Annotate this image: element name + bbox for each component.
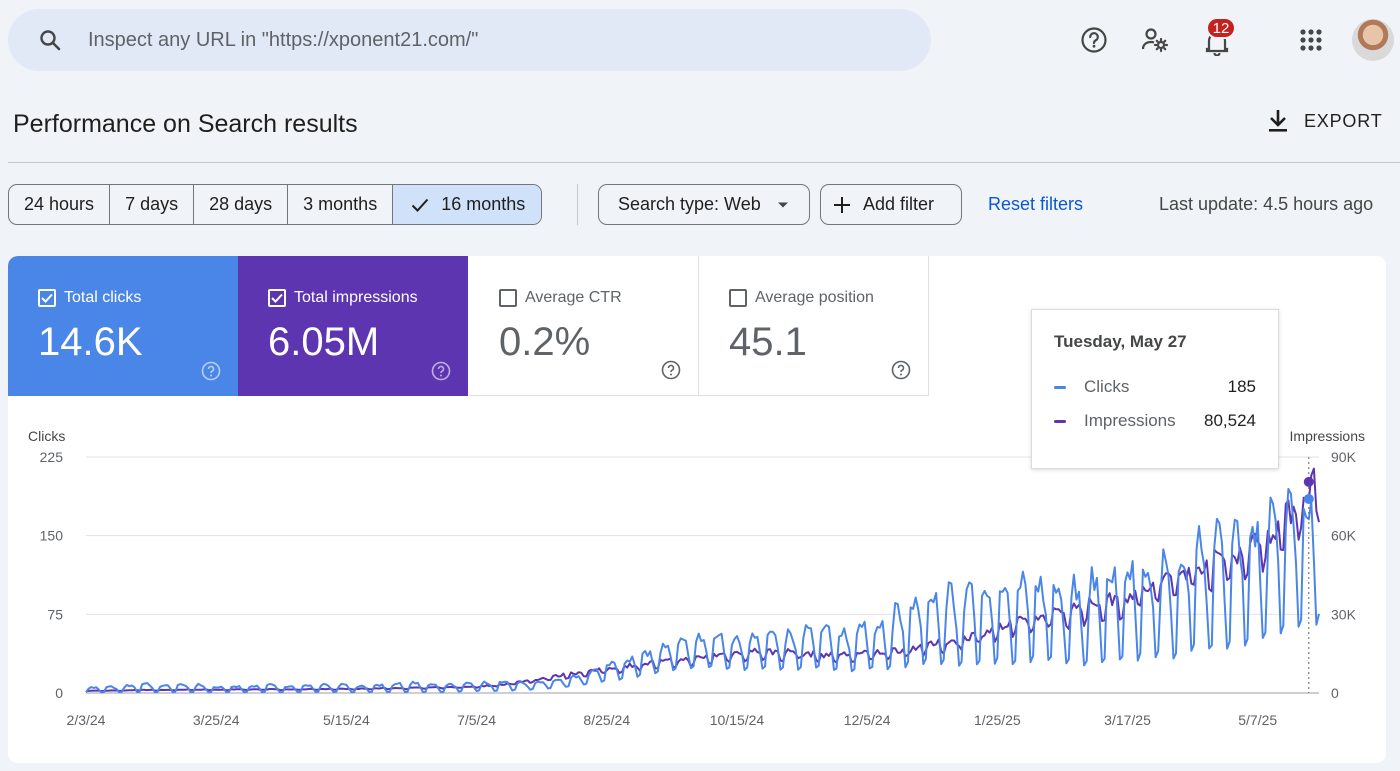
- add-filter-label: Add filter: [863, 194, 935, 214]
- range-24-hours[interactable]: 24 hours: [9, 185, 111, 224]
- x-tick-label: 3/25/24: [193, 712, 240, 728]
- checkbox-unchecked-icon[interactable]: [729, 289, 747, 307]
- tooltip-series-value: 185: [1227, 377, 1256, 396]
- metric-average-ctr[interactable]: Average CTR 0.2%: [469, 256, 699, 396]
- checkbox-unchecked-icon[interactable]: [499, 289, 517, 307]
- apps-grid-icon[interactable]: [1296, 25, 1326, 55]
- account-avatar[interactable]: [1352, 19, 1394, 61]
- tooltip-series-value: 80,524: [1204, 411, 1256, 430]
- tooltip-row-impressions: Impressions 80,524: [1054, 398, 1256, 444]
- search-icon: [40, 30, 61, 51]
- y-tick-label-right: 30K: [1331, 606, 1357, 622]
- y-tick-label-left: 0: [55, 685, 63, 701]
- range-16-months-label: 16 months: [441, 194, 526, 214]
- metric-label: Total clicks: [64, 289, 142, 306]
- x-tick-label: 10/15/24: [710, 712, 765, 728]
- help-icon[interactable]: [661, 360, 681, 380]
- metric-label: Average CTR: [525, 289, 622, 306]
- impressions-highlight-point: [1303, 476, 1314, 487]
- url-inspection-search[interactable]: [8, 9, 931, 71]
- x-tick-label: 12/5/24: [844, 712, 891, 728]
- notification-count-badge: 12: [1206, 17, 1236, 39]
- last-update-text: Last update: 4.5 hours ago: [1159, 194, 1374, 214]
- help-icon[interactable]: [201, 361, 221, 381]
- legend-swatch: [1054, 385, 1066, 389]
- y-tick-label-left: 75: [47, 606, 63, 622]
- page-title: Performance on Search results: [13, 110, 358, 138]
- export-label: EXPORT: [1304, 110, 1383, 131]
- reset-filters-link[interactable]: Reset filters: [988, 194, 1084, 214]
- search-type-label: Search type: Web: [618, 194, 761, 214]
- metric-value: 0.2%: [499, 320, 591, 364]
- x-tick-label: 3/17/25: [1104, 712, 1151, 728]
- metric-label: Total impressions: [294, 289, 418, 306]
- clicks-highlight-point: [1303, 493, 1314, 504]
- help-icon[interactable]: [431, 361, 451, 381]
- metric-total-impressions[interactable]: Total impressions 6.05M: [238, 256, 468, 396]
- range-28-days[interactable]: 28 days: [194, 185, 289, 224]
- y-tick-label-right: 0: [1331, 685, 1339, 701]
- checkbox-checked-icon[interactable]: [268, 289, 286, 307]
- filter-divider: [577, 184, 578, 225]
- y-tick-label-left: 150: [40, 528, 64, 544]
- search-type-dropdown[interactable]: Search type: Web: [598, 184, 810, 225]
- x-tick-label: 7/5/24: [457, 712, 496, 728]
- date-range-selector: 24 hours 7 days 28 days 3 months 16 mont…: [8, 184, 543, 225]
- x-tick-label: 8/25/24: [583, 712, 630, 728]
- performance-card: 225 90K 150 60K 75 30K 0 0 Clicks Impressions 2/3/…: [8, 256, 1386, 763]
- x-tick-label: 2/3/24: [67, 712, 106, 728]
- checkbox-checked-icon[interactable]: [38, 289, 56, 307]
- range-7-days[interactable]: 7 days: [110, 185, 195, 224]
- metric-value: 6.05M: [268, 320, 380, 364]
- header-divider: [8, 162, 1400, 163]
- add-filter-button[interactable]: Add filter: [820, 184, 962, 225]
- chart-tooltip: Tuesday, May 27 Clicks 185 Impressions 8…: [1031, 309, 1279, 469]
- legend-swatch: [1054, 419, 1066, 423]
- x-tick-label: 1/25/25: [974, 712, 1021, 728]
- export-button[interactable]: EXPORT: [1266, 108, 1383, 134]
- metric-average-position[interactable]: Average position 45.1: [699, 256, 929, 396]
- search-input[interactable]: [88, 28, 888, 52]
- x-tick-label: 5/15/24: [323, 712, 370, 728]
- range-3-months[interactable]: 3 months: [288, 185, 394, 224]
- performance-chart[interactable]: 225 90K 150 60K 75 30K 0 0 Clicks Impressions 2/3/…: [8, 256, 1386, 763]
- metric-label: Average position: [755, 289, 874, 306]
- clicks-series-line: [85, 487, 1320, 694]
- dropdown-arrow-icon: [777, 202, 788, 207]
- download-icon: [1269, 110, 1287, 132]
- y-tick-label-right: 90K: [1331, 449, 1357, 465]
- help-icon[interactable]: [1079, 25, 1109, 55]
- metric-value: 14.6K: [38, 320, 143, 364]
- tooltip-series-name: Clicks: [1084, 377, 1130, 396]
- help-icon[interactable]: [891, 360, 911, 380]
- metric-value: 45.1: [729, 320, 807, 364]
- y-tick-label-left: 225: [40, 449, 64, 465]
- range-16-months[interactable]: 16 months: [393, 185, 542, 224]
- tooltip-date: Tuesday, May 27: [1054, 332, 1187, 351]
- y-tick-label-right: 60K: [1331, 528, 1357, 544]
- tooltip-series-name: Impressions: [1084, 411, 1176, 430]
- plus-icon: [834, 196, 850, 213]
- impressions-series-line: [85, 467, 1320, 693]
- metric-total-clicks[interactable]: Total clicks 14.6K: [8, 256, 238, 396]
- tooltip-row-clicks: Clicks 185: [1054, 376, 1256, 398]
- y-axis-title-right: Impressions: [1290, 428, 1365, 444]
- y-axis-title-left: Clicks: [28, 428, 65, 444]
- x-tick-label: 5/7/25: [1238, 712, 1277, 728]
- manage-users-icon[interactable]: [1140, 25, 1170, 55]
- check-icon: [411, 198, 429, 212]
